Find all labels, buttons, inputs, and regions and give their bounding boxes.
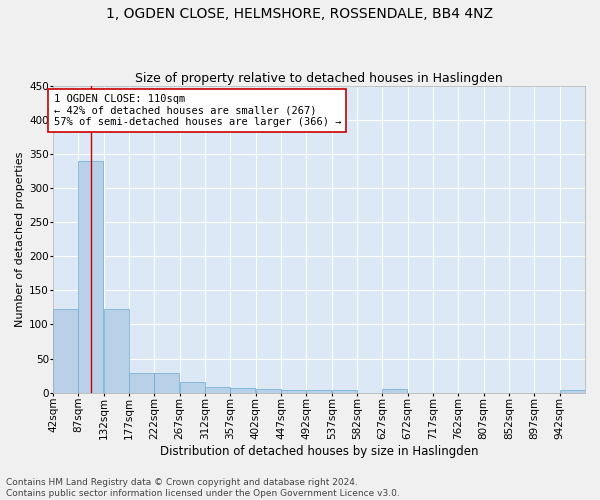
Bar [307, 390, 331, 392]
Bar [560, 390, 585, 392]
Bar [79, 160, 103, 392]
Bar [104, 310, 129, 392]
Bar [281, 390, 306, 392]
Text: 1 OGDEN CLOSE: 110sqm
← 42% of detached houses are smaller (267)
57% of semi-det: 1 OGDEN CLOSE: 110sqm ← 42% of detached … [53, 94, 341, 127]
Y-axis label: Number of detached properties: Number of detached properties [15, 152, 25, 327]
Text: Contains HM Land Registry data © Crown copyright and database right 2024.
Contai: Contains HM Land Registry data © Crown c… [6, 478, 400, 498]
Bar [205, 387, 230, 392]
Bar [256, 388, 281, 392]
Bar [180, 382, 205, 392]
Title: Size of property relative to detached houses in Haslingden: Size of property relative to detached ho… [135, 72, 503, 85]
Bar [382, 389, 407, 392]
Bar [230, 388, 256, 392]
Bar [53, 310, 78, 392]
X-axis label: Distribution of detached houses by size in Haslingden: Distribution of detached houses by size … [160, 444, 478, 458]
Bar [332, 390, 357, 392]
Text: 1, OGDEN CLOSE, HELMSHORE, ROSSENDALE, BB4 4NZ: 1, OGDEN CLOSE, HELMSHORE, ROSSENDALE, B… [107, 8, 493, 22]
Bar [129, 373, 154, 392]
Bar [154, 373, 179, 392]
